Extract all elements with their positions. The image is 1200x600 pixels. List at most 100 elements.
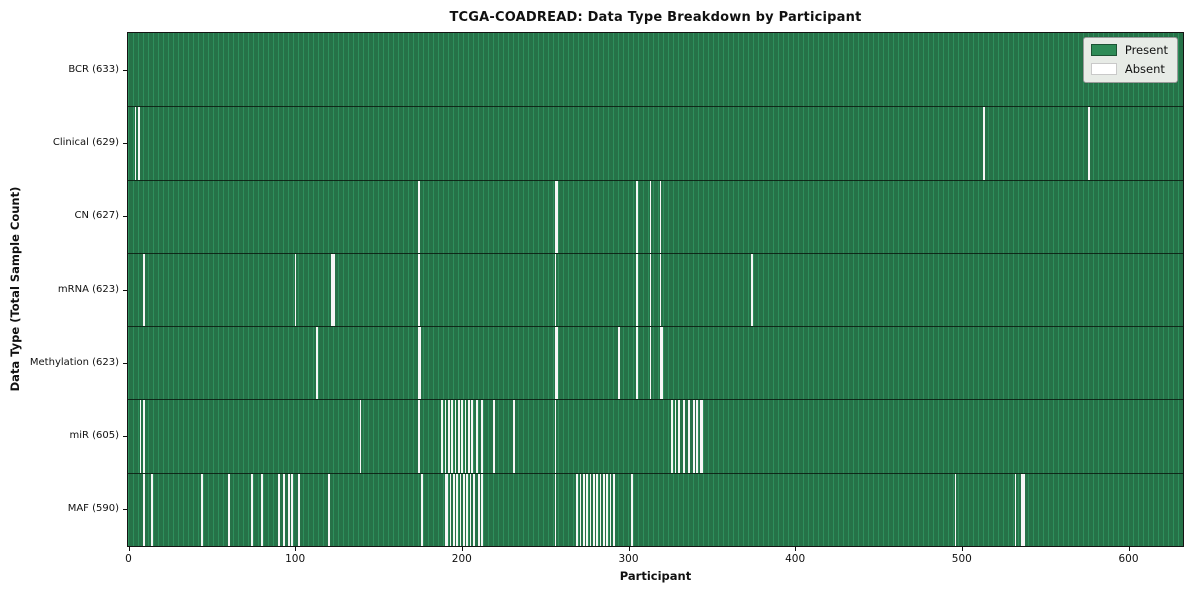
absent-bar bbox=[636, 253, 638, 327]
absent-bar bbox=[636, 180, 638, 253]
absent-bar bbox=[696, 400, 698, 473]
x-axis-label: Participant bbox=[619, 569, 692, 583]
absent-bar bbox=[282, 473, 285, 546]
absent-bar bbox=[291, 473, 293, 546]
y-tick-mark bbox=[123, 509, 127, 511]
absent-bar bbox=[417, 400, 420, 473]
heatmap-row-mrna bbox=[128, 252, 1183, 327]
absent-bar bbox=[556, 327, 558, 400]
absent-bar bbox=[454, 400, 457, 473]
chart-title: TCGA-COADREAD: Data Type Breakdown by Pa… bbox=[449, 10, 862, 25]
absent-bar bbox=[481, 473, 483, 546]
absent-bar bbox=[417, 180, 420, 253]
absent-bar bbox=[134, 107, 137, 180]
absent-bar bbox=[649, 253, 652, 327]
absent-bar bbox=[659, 253, 662, 327]
x-tick-label: 400 bbox=[785, 553, 806, 565]
y-tick-label-maf: MAF (590) bbox=[67, 503, 119, 515]
x-tick-label: 100 bbox=[285, 553, 306, 565]
absent-bar bbox=[649, 180, 652, 253]
absent-bar bbox=[316, 327, 318, 400]
absent-bar bbox=[701, 400, 703, 473]
x-tick-mark bbox=[628, 547, 630, 551]
absent-bar bbox=[446, 473, 448, 546]
absent-bar bbox=[297, 473, 300, 546]
absent-bar bbox=[554, 180, 557, 253]
absent-bar bbox=[636, 327, 638, 400]
x-tick-mark bbox=[461, 547, 463, 551]
absent-bar bbox=[576, 473, 578, 546]
x-tick-mark bbox=[1128, 547, 1130, 551]
absent-bar bbox=[456, 473, 458, 546]
absent-bar bbox=[631, 473, 633, 546]
x-tick-label: 500 bbox=[951, 553, 972, 565]
y-tick-label-methylation: Methylation (623) bbox=[29, 356, 119, 368]
absent-bar bbox=[492, 400, 495, 473]
x-tick-mark bbox=[295, 547, 297, 551]
x-tick-mark bbox=[128, 547, 130, 551]
legend-label-present: Present bbox=[1124, 43, 1168, 57]
present-swatch-icon bbox=[1090, 44, 1117, 56]
absent-bar bbox=[419, 327, 422, 400]
absent-bar bbox=[954, 473, 957, 546]
x-tick-label: 600 bbox=[1118, 553, 1139, 565]
y-tick-label-mrna: mRNA (623) bbox=[57, 283, 119, 295]
absent-bar bbox=[554, 253, 557, 327]
y-tick-label-bcr: BCR (633) bbox=[68, 63, 119, 75]
absent-bar bbox=[687, 400, 690, 473]
absent-bar bbox=[251, 473, 253, 546]
absent-bar bbox=[589, 473, 592, 546]
absent-bar bbox=[477, 473, 480, 546]
absent-bar bbox=[582, 473, 585, 546]
absent-bar bbox=[472, 473, 475, 546]
y-tick-mark bbox=[123, 69, 127, 71]
y-tick-mark bbox=[123, 362, 127, 364]
absent-bar bbox=[586, 473, 588, 546]
absent-bar bbox=[677, 400, 680, 473]
absent-bar bbox=[602, 473, 605, 546]
absent-bar bbox=[649, 327, 652, 400]
absent-bar bbox=[592, 473, 595, 546]
plot-area: Present Absent bbox=[127, 32, 1184, 547]
heatmap-row-methylation bbox=[128, 326, 1183, 400]
absent-bar bbox=[1087, 107, 1090, 180]
absent-bar bbox=[579, 473, 582, 546]
x-tick-label: 200 bbox=[451, 553, 472, 565]
absent-bar bbox=[294, 253, 297, 327]
absent-bar bbox=[142, 473, 145, 546]
absent-bar bbox=[554, 400, 557, 473]
absent-bar bbox=[261, 473, 263, 546]
absent-bar bbox=[417, 327, 420, 400]
absent-bar bbox=[671, 400, 673, 473]
absent-bar bbox=[201, 473, 203, 546]
absent-bar bbox=[227, 473, 230, 546]
heatmap-row-mir bbox=[128, 399, 1183, 473]
absent-bar bbox=[512, 400, 515, 473]
absent-bar bbox=[699, 400, 702, 473]
absent-bar bbox=[359, 400, 362, 473]
absent-bar bbox=[139, 400, 142, 473]
heatmap-row-bcr bbox=[128, 33, 1183, 106]
absent-bar bbox=[417, 253, 420, 327]
absent-bar bbox=[466, 473, 468, 546]
heatmap-row-cn bbox=[128, 179, 1183, 253]
y-tick-label-cn: CN (627) bbox=[74, 210, 119, 222]
x-tick-label: 300 bbox=[618, 553, 639, 565]
absent-bar bbox=[451, 400, 453, 473]
absent-bar bbox=[659, 180, 662, 253]
absent-bar bbox=[682, 400, 685, 473]
absent-bar bbox=[1022, 473, 1025, 546]
absent-bar bbox=[332, 253, 335, 327]
y-tick-mark bbox=[123, 216, 127, 218]
y-tick-label-clinical: Clinical (629) bbox=[52, 136, 119, 148]
absent-bar bbox=[661, 327, 663, 400]
absent-swatch-icon bbox=[1090, 63, 1117, 75]
absent-bar bbox=[459, 473, 462, 546]
absent-bar bbox=[469, 473, 472, 546]
heatmap-row-maf bbox=[128, 472, 1183, 546]
x-tick-mark bbox=[961, 547, 963, 551]
absent-bar bbox=[659, 327, 662, 400]
y-tick-label-mir: miR (605) bbox=[69, 430, 119, 442]
absent-bar bbox=[452, 473, 455, 546]
